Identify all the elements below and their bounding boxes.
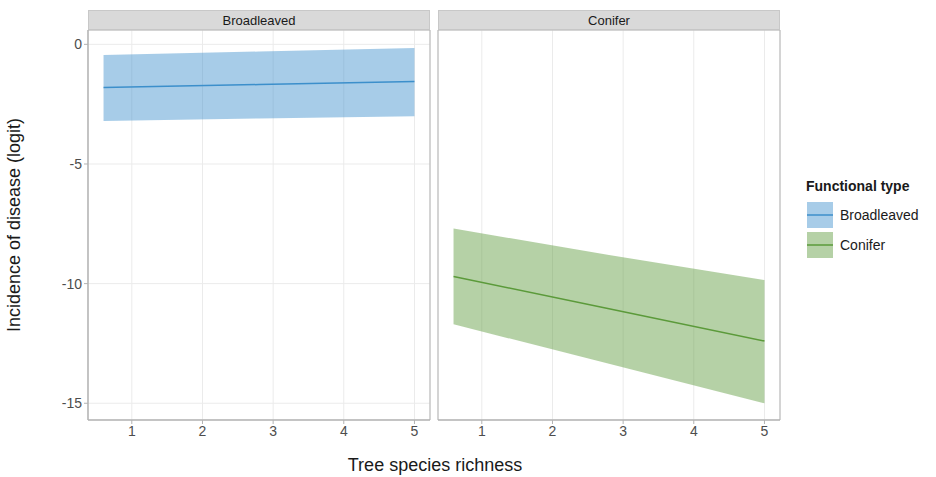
html-text:Conifer: Conifer bbox=[840, 237, 886, 253]
svg-text:4: 4 bbox=[690, 423, 698, 439]
svg-text:0: 0 bbox=[74, 36, 82, 52]
svg-text:1: 1 bbox=[478, 423, 486, 439]
html-text:Tree species richness: Tree species richness bbox=[347, 454, 523, 475]
svg-text:-10: -10 bbox=[62, 276, 82, 292]
svg-text:5: 5 bbox=[411, 423, 419, 439]
svg-text:5: 5 bbox=[761, 423, 769, 439]
html-text:Broadleaved: Broadleaved bbox=[222, 13, 296, 28]
html-text:Incidence of disease (logit): Incidence of disease (logit) bbox=[3, 117, 24, 333]
html-text:Broadleaved: Broadleaved bbox=[840, 207, 919, 223]
svg-text:3: 3 bbox=[619, 423, 627, 439]
svg-text:-5: -5 bbox=[70, 156, 83, 172]
svg-text:3: 3 bbox=[269, 423, 277, 439]
svg-text:2: 2 bbox=[199, 423, 207, 439]
svg-text:4: 4 bbox=[340, 423, 348, 439]
svg-text:-15: -15 bbox=[62, 395, 82, 411]
svg-text:2: 2 bbox=[549, 423, 557, 439]
html-text:Functional type: Functional type bbox=[806, 178, 910, 194]
svg-text:1: 1 bbox=[128, 423, 136, 439]
html-text:Conifer: Conifer bbox=[588, 13, 630, 28]
